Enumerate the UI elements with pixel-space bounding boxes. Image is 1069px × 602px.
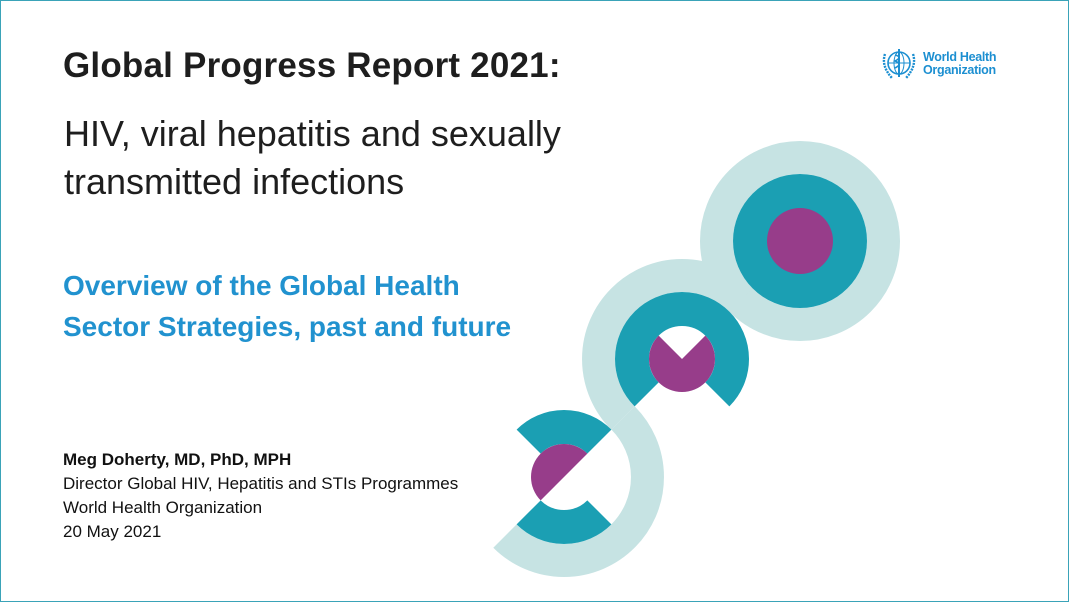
who-emblem-icon — [882, 49, 916, 79]
overview-line-1: Overview of the Global Health — [63, 270, 460, 301]
presenter-block: Meg Doherty, MD, PhD, MPH Director Globa… — [63, 448, 458, 544]
top-light-ring — [700, 141, 900, 341]
bottom-teal-arc-bottom — [516, 499, 612, 544]
bottom-light-arc — [493, 406, 664, 577]
slide-title: Global Progress Report 2021: — [63, 46, 561, 85]
who-logo: World Health Organization — [880, 46, 997, 82]
middle-teal-arc — [615, 292, 749, 407]
overview-line-2: Sector Strategies, past and future — [63, 311, 512, 342]
logo-line-1: World Health — [923, 50, 997, 64]
who-logo-text: World Health Organization — [923, 50, 997, 77]
middle-purple-sector — [649, 335, 715, 393]
bottom-teal-arc-top — [516, 410, 612, 455]
top-purple-circle — [767, 208, 833, 274]
overview-heading: Overview of the Global Health Sector Str… — [63, 265, 583, 347]
middle-light-arc — [582, 259, 753, 430]
presenter-name: Meg Doherty, MD, PhD, MPH — [63, 450, 292, 469]
presenter-role: Director Global HIV, Hepatitis and STIs … — [63, 474, 459, 493]
presentation-date: 20 May 2021 — [63, 522, 162, 541]
slide-subtitle: HIV, viral hepatitis and sexually transm… — [64, 113, 561, 202]
presenter-organization: World Health Organization — [63, 498, 263, 517]
bottom-purple-half — [530, 444, 588, 501]
logo-line-2: Organization — [923, 63, 996, 77]
